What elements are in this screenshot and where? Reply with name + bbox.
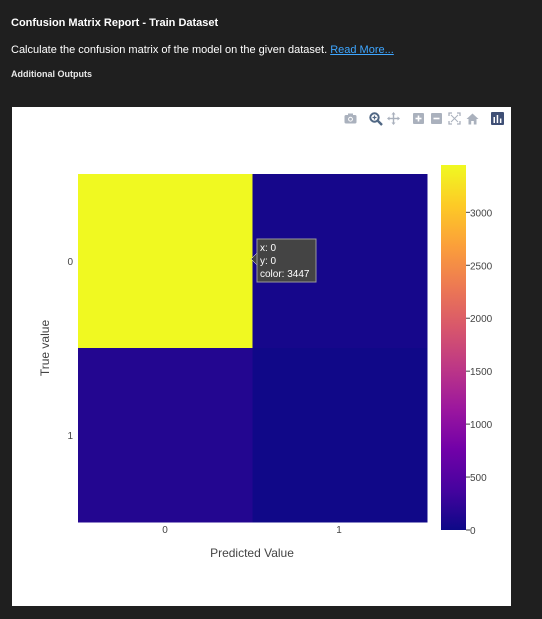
y-tick-1: 1 [67,431,73,442]
colorbar-tick-label: 1000 [470,420,493,431]
y-axis-title: True value [38,320,52,377]
x-tick-1: 1 [336,525,342,536]
confusion-matrix-heatmap: 0 1 0 1 Predicted Value True value 0 500 1… [38,165,493,560]
colorbar-tick-label: 0 [470,526,476,537]
autoscale-icon[interactable] [447,111,462,126]
heatmap-cell-1-0[interactable] [78,348,253,523]
hover-tooltip: x: 0 y: 0 color: 3447 [250,238,317,283]
x-tick-0: 0 [162,525,168,536]
colorbar-tick-label: 3000 [470,208,493,219]
colorbar-tick-label: 2000 [470,314,493,325]
plotly-logo-icon[interactable] [490,111,505,126]
plot-panel: 0 1 0 1 Predicted Value True value 0 500 1… [12,107,511,606]
hover-y-label: y: 0 [260,256,277,267]
hover-x-label: x: 0 [260,243,277,254]
colorbar [441,165,466,530]
camera-icon[interactable] [343,111,358,126]
reset-axes-icon[interactable] [465,111,480,126]
zoom-icon[interactable] [368,111,383,126]
heatmap-cell-1-1[interactable] [252,348,428,523]
x-axis-title: Predicted Value [210,546,294,560]
zoom-out-icon[interactable] [429,111,444,126]
colorbar-tick-label: 2500 [470,261,493,272]
description-text: Calculate the confusion matrix of the mo… [11,44,328,56]
pan-icon[interactable] [386,111,401,126]
modebar [343,111,505,126]
hover-color-label: color: 3447 [260,269,310,280]
heatmap-cell-0-0[interactable] [78,174,253,349]
colorbar-tick-label: 1500 [470,367,493,378]
report-title: Confusion Matrix Report - Train Dataset [11,17,219,29]
zoom-in-icon[interactable] [411,111,426,126]
read-more-link[interactable]: Read More... [330,44,394,56]
y-tick-0: 0 [67,257,73,268]
colorbar-tick-label: 500 [470,473,487,484]
additional-outputs-heading: Additional Outputs [11,69,92,79]
report-description: Calculate the confusion matrix of the mo… [11,44,394,56]
